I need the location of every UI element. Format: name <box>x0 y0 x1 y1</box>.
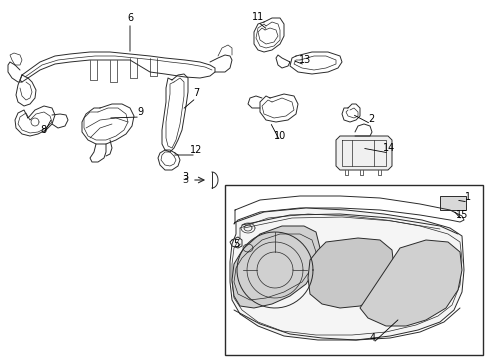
Text: 10: 10 <box>273 131 285 141</box>
Text: 4: 4 <box>369 333 375 343</box>
Text: 3: 3 <box>182 175 188 185</box>
Polygon shape <box>231 226 319 308</box>
Text: 5: 5 <box>232 239 239 249</box>
Text: 11: 11 <box>251 12 264 22</box>
Polygon shape <box>359 240 461 326</box>
Text: 2: 2 <box>367 114 373 124</box>
Text: 7: 7 <box>192 88 199 98</box>
Text: 9: 9 <box>137 107 143 117</box>
Text: 13: 13 <box>298 55 310 65</box>
Bar <box>224 185 482 355</box>
Text: 12: 12 <box>189 145 202 155</box>
Polygon shape <box>439 196 465 210</box>
Text: 3: 3 <box>182 172 188 182</box>
Text: 8: 8 <box>40 125 46 135</box>
Polygon shape <box>229 208 463 340</box>
Polygon shape <box>335 136 391 170</box>
Text: 14: 14 <box>382 143 394 153</box>
Text: 1: 1 <box>464 192 470 202</box>
Text: 15: 15 <box>455 210 467 220</box>
Text: 6: 6 <box>127 13 133 23</box>
Polygon shape <box>307 238 393 308</box>
